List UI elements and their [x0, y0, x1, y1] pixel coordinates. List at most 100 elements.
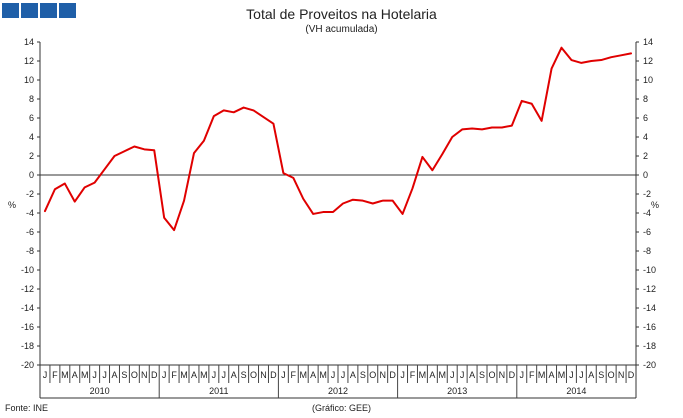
x-tick-label-month: D [628, 370, 635, 380]
x-tick-label-month: N [379, 370, 386, 380]
x-tick-label-month: M [180, 370, 188, 380]
y-tick-label-left: 12 [24, 56, 34, 66]
y-tick-label-left: 14 [24, 37, 34, 47]
x-tick-label-month: J [331, 370, 336, 380]
y-tick-label-left: -18 [21, 341, 34, 351]
x-tick-label-month: J [460, 370, 465, 380]
x-tick-label-month: A [549, 370, 555, 380]
x-tick-label-month: J [281, 370, 286, 380]
x-tick-label-month: M [319, 370, 327, 380]
y-axis-label-right: % [651, 200, 659, 210]
logo-square [59, 3, 76, 18]
y-tick-label-right: -16 [643, 322, 656, 332]
x-tick-label-month: A [588, 370, 594, 380]
x-tick-label-month: J [43, 370, 48, 380]
x-tick-label-month: M [61, 370, 69, 380]
x-tick-label-month: N [260, 370, 267, 380]
y-tick-label-left: -2 [26, 189, 34, 199]
x-tick-label-month: J [569, 370, 574, 380]
y-tick-label-right: -8 [643, 246, 651, 256]
x-tick-label-month: J [400, 370, 405, 380]
y-tick-label-right: 14 [643, 37, 653, 47]
x-tick-label-month: J [579, 370, 584, 380]
chart-subtitle: (VH acumulada) [305, 24, 378, 35]
x-tick-label-month: S [121, 370, 127, 380]
x-tick-label-month: J [222, 370, 227, 380]
x-tick-label-month: A [469, 370, 475, 380]
series-line-proveitos [43, 46, 633, 232]
x-tick-label-month: O [608, 370, 615, 380]
y-axis-label-left: % [8, 200, 16, 210]
x-tick-label-month: O [369, 370, 376, 380]
logo-square [21, 3, 38, 18]
gee-logo [2, 3, 76, 18]
x-tick-label-month: F [171, 370, 177, 380]
x-tick-label-month: F [291, 370, 297, 380]
logo-square [40, 3, 57, 18]
y-tick-label-right: -6 [643, 227, 651, 237]
y-tick-label-left: -16 [21, 322, 34, 332]
y-tick-label-right: 0 [643, 170, 648, 180]
x-tick-label-month: S [479, 370, 485, 380]
x-tick-label-month: S [360, 370, 366, 380]
x-tick-label-year: 2013 [447, 386, 467, 396]
x-tick-label-month: M [538, 370, 546, 380]
x-tick-label-year: 2010 [90, 386, 110, 396]
chart-title: Total de Proveitos na Hotelaria [246, 6, 437, 22]
x-tick-label-month: J [102, 370, 107, 380]
chart-credit: (Gráfico: GEE) [311, 403, 371, 413]
x-tick-label-month: M [419, 370, 427, 380]
y-tick-label-right: -20 [643, 360, 656, 370]
y-tick-label-right: 6 [643, 113, 648, 123]
x-tick-label-month: D [389, 370, 396, 380]
x-tick-label-month: M [299, 370, 307, 380]
y-tick-label-left: -10 [21, 265, 34, 275]
y-tick-label-left: 2 [29, 151, 34, 161]
y-tick-label-left: -6 [26, 227, 34, 237]
x-tick-label-month: A [72, 370, 78, 380]
y-tick-label-right: -10 [643, 265, 656, 275]
x-tick-label-year: 2011 [209, 386, 228, 396]
x-tick-label-month: M [200, 370, 208, 380]
y-tick-label-right: 12 [643, 56, 653, 66]
y-tick-label-right: 4 [643, 132, 648, 142]
x-tick-label-month: J [212, 370, 217, 380]
y-tick-label-right: -12 [643, 284, 656, 294]
y-tick-label-right: 8 [643, 94, 648, 104]
y-tick-label-right: -4 [643, 208, 651, 218]
x-tick-label-month: F [52, 370, 58, 380]
x-tick-label-month: O [131, 370, 138, 380]
x-tick-label-month: J [520, 370, 525, 380]
x-tick-label-month: D [270, 370, 277, 380]
y-tick-label-right: -14 [643, 303, 656, 313]
y-tick-label-left: 10 [24, 75, 34, 85]
x-tick-label-month: N [499, 370, 506, 380]
x-tick-label-month: J [162, 370, 167, 380]
logo-square [2, 3, 19, 18]
y-tick-label-left: -12 [21, 284, 34, 294]
x-tick-label-month: A [191, 370, 197, 380]
x-tick-label-month: M [439, 370, 447, 380]
x-tick-label-month: S [241, 370, 247, 380]
x-tick-label-month: A [350, 370, 356, 380]
x-tick-label-year: 2014 [566, 386, 586, 396]
x-tick-label-month: N [141, 370, 148, 380]
x-tick-label-month: N [618, 370, 625, 380]
x-tick-label-month: J [341, 370, 346, 380]
x-tick-label-month: D [509, 370, 516, 380]
line-chart: 14 14 12 12 10 10 8 8 6 6 4 4 2 2 0 0 -2 -2 -4 -4 -6 -6 -8 -8 -1… [8, 37, 659, 399]
y-tick-label-left: -8 [26, 246, 34, 256]
y-tick-label-left: 4 [29, 132, 34, 142]
y-tick-label-left: 8 [29, 94, 34, 104]
y-tick-label-left: 0 [29, 170, 34, 180]
x-tick-label-month: A [429, 370, 435, 380]
y-tick-label-right: -18 [643, 341, 656, 351]
x-tick-label-month: S [598, 370, 604, 380]
x-tick-label-month: A [310, 370, 316, 380]
source-note: Fonte: INE [5, 403, 49, 413]
x-tick-label-month: J [92, 370, 97, 380]
x-tick-label-month: O [488, 370, 495, 380]
x-tick-label-month: J [450, 370, 455, 380]
y-tick-label-left: -20 [21, 360, 34, 370]
x-tick-label-month: A [111, 370, 117, 380]
